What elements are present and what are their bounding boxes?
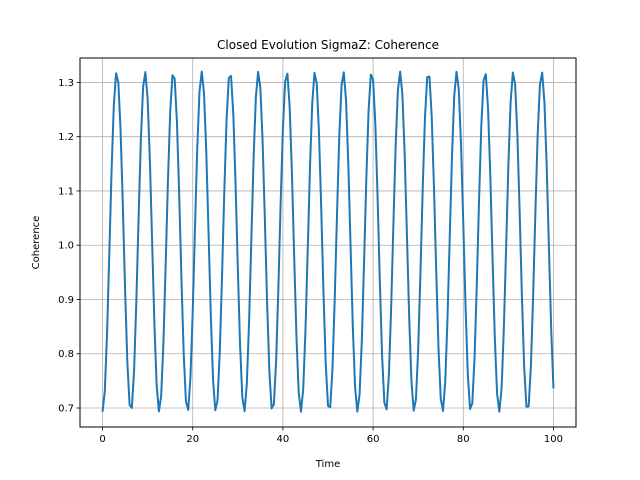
x-tick-label: 20 <box>186 434 199 445</box>
x-tick-label: 100 <box>544 434 563 445</box>
y-tick-label: 1.0 <box>58 241 74 252</box>
y-tick-label: 0.8 <box>58 349 74 360</box>
coherence-line <box>101 70 555 413</box>
x-axis-label: Time <box>315 459 340 470</box>
x-tick-label: 60 <box>367 434 380 445</box>
axes-frame <box>79 57 577 428</box>
y-tick-label: 1.3 <box>58 78 74 89</box>
x-tick-label: 0 <box>99 434 105 445</box>
y-tick-label: 1.2 <box>58 132 74 143</box>
line-series <box>101 70 555 413</box>
x-tick-label: 80 <box>457 434 470 445</box>
y-tick-label: 0.7 <box>58 404 74 415</box>
x-axis-ticks: 0 20 40 60 80 100 <box>99 427 563 445</box>
chart-title: Closed Evolution SigmaZ: Coherence <box>217 38 439 52</box>
x-tick-label: 40 <box>277 434 290 445</box>
y-tick-label: 0.9 <box>58 295 74 306</box>
y-tick-label: 1.1 <box>58 186 74 197</box>
y-axis-label: Coherence <box>31 216 42 270</box>
y-axis-ticks: 0.7 0.8 0.9 1.0 1.1 1.2 1.3 <box>58 78 80 415</box>
